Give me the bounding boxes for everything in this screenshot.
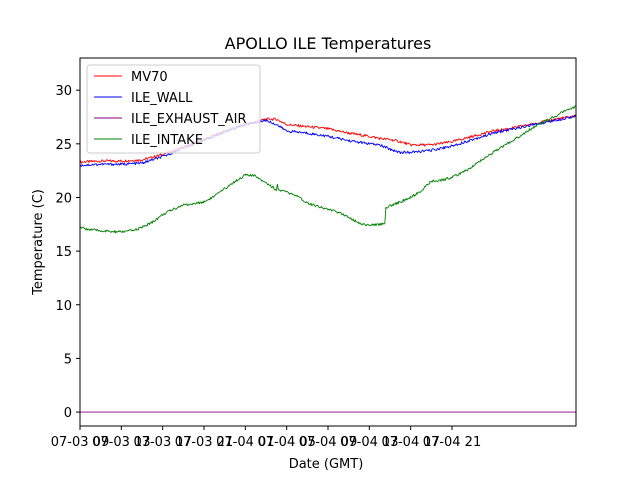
series-line-ile-wall xyxy=(80,114,576,167)
legend-label-ile-intake: ILE_INTAKE xyxy=(131,133,203,148)
x-tick-label: 07-03 13 xyxy=(92,435,150,450)
x-tick-label: 07-04 01 xyxy=(216,435,274,450)
y-tick-label: 25 xyxy=(55,138,72,153)
x-tick-label: 07-04 21 xyxy=(423,435,481,450)
x-tick-label: 07-04 13 xyxy=(340,435,398,450)
chart-title: APOLLO ILE Temperatures xyxy=(225,34,432,53)
y-tick-label: 10 xyxy=(55,299,72,314)
x-tick-label: 07-03 09 xyxy=(51,435,109,450)
y-tick-label: 30 xyxy=(55,84,72,99)
x-tick-label: 07-04 17 xyxy=(381,435,439,450)
series-layer xyxy=(80,105,576,413)
y-tick-label: 5 xyxy=(64,352,72,367)
legend: MV70 ILE_WALL ILE_EXHAUST_AIR ILE_INTAKE xyxy=(86,64,261,154)
legend-label-ile-wall: ILE_WALL xyxy=(131,91,193,106)
x-tick-label: 07-04 05 xyxy=(257,435,315,450)
legend-label-mv70: MV70 xyxy=(131,70,168,85)
x-tick-label: 07-03 17 xyxy=(133,435,191,450)
x-axis-label: Date (GMT) xyxy=(289,457,364,472)
series-line-ile-intake xyxy=(80,105,576,234)
x-tick-label: 07-04 09 xyxy=(299,435,357,450)
y-axis: 0 5 10 15 20 25 30 xyxy=(55,84,80,421)
y-tick-label: 20 xyxy=(55,191,72,206)
y-tick-label: 15 xyxy=(55,245,72,260)
legend-label-ile-exhaust-air: ILE_EXHAUST_AIR xyxy=(131,112,247,127)
y-axis-label: Temperature (C) xyxy=(31,189,46,296)
legend-frame xyxy=(86,64,261,154)
y-tick-label: 0 xyxy=(64,406,72,421)
x-tick-label: 07-03 21 xyxy=(175,435,233,450)
